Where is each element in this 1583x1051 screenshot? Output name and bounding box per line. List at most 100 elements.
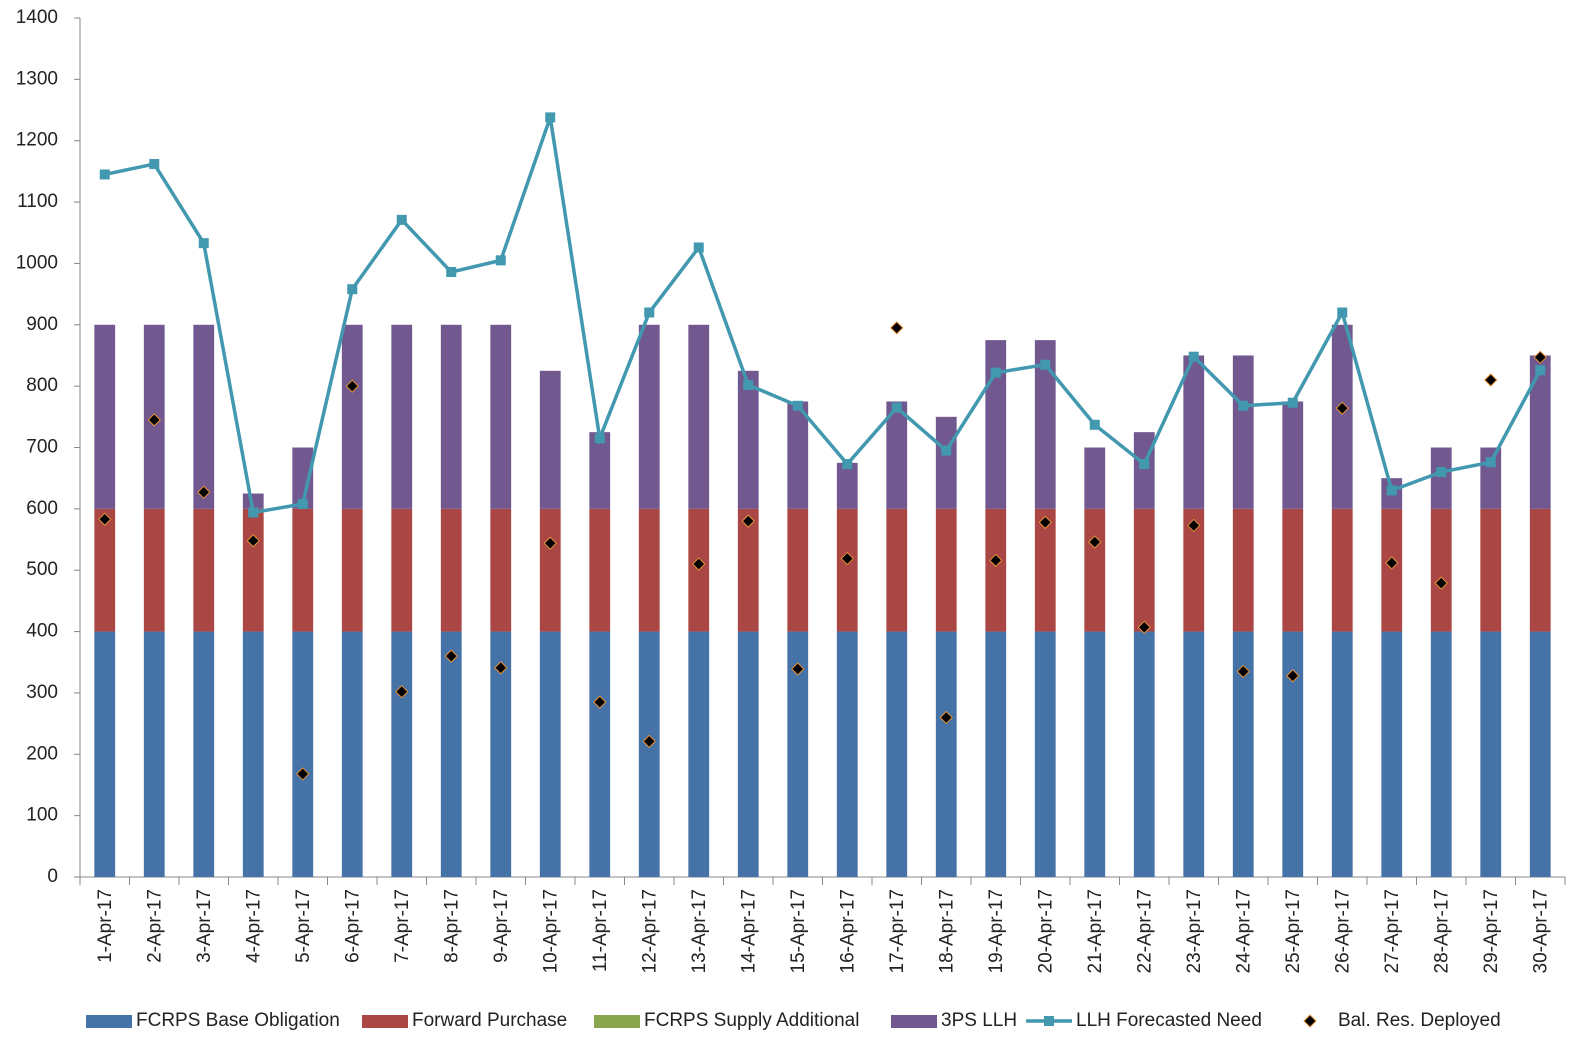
legend-swatch <box>362 1015 408 1028</box>
point <box>1484 373 1498 387</box>
bar-segment <box>589 508 611 632</box>
x-tick-label: 11-Apr-17 <box>590 889 611 972</box>
line <box>104 116 1542 515</box>
line-marker <box>1436 467 1447 478</box>
line-marker <box>792 400 803 411</box>
bar-segment <box>1529 508 1551 632</box>
point <box>741 514 755 528</box>
bar-segment <box>440 324 462 509</box>
point <box>791 662 805 676</box>
bar-segment <box>193 631 215 877</box>
bar-segment <box>638 324 660 509</box>
legend-label: Bal. Res. Deployed <box>1338 1010 1501 1031</box>
bar-segment <box>787 508 809 632</box>
x-tick-label: 4-Apr-17 <box>243 889 264 963</box>
bar-segment <box>688 631 710 877</box>
line-marker <box>1238 400 1249 411</box>
bar-segment <box>985 508 1007 632</box>
bar-segment <box>193 508 215 632</box>
point <box>98 512 112 526</box>
x-tick-label: 7-Apr-17 <box>392 889 413 963</box>
bar-segment <box>1232 355 1254 509</box>
bar-segment <box>242 493 264 509</box>
x-tick-label: 22-Apr-17 <box>1134 889 1155 974</box>
point <box>1038 515 1052 530</box>
bar-segment <box>787 401 809 509</box>
y-tick-label: 300 <box>26 682 58 703</box>
bar-segment <box>341 324 363 509</box>
y-tick-label: 100 <box>26 805 58 826</box>
x-tick-label: 12-Apr-17 <box>639 889 660 974</box>
point <box>543 536 557 550</box>
x-tick-label: 23-Apr-17 <box>1184 889 1205 974</box>
bar-segment <box>1529 631 1551 877</box>
bar-segment <box>886 401 908 509</box>
bar-segment <box>1430 508 1452 632</box>
point <box>1286 669 1300 683</box>
point <box>1187 518 1201 533</box>
legend-label: FCRPS Supply Additional <box>644 1010 859 1031</box>
y-tick-label: 800 <box>26 375 58 396</box>
bar-segment <box>886 508 908 632</box>
bar-segment <box>688 324 710 509</box>
bar-segment <box>1381 631 1403 877</box>
y-tick-label: 900 <box>26 314 58 335</box>
bar-segment <box>787 631 809 877</box>
line-marker <box>594 433 605 444</box>
line-marker <box>990 367 1001 378</box>
bar-segment <box>1282 508 1304 632</box>
y-tick-label: 1000 <box>16 252 58 273</box>
bar-segment <box>638 508 660 632</box>
point <box>147 413 161 427</box>
line-marker <box>396 214 407 225</box>
x-tick-label: 9-Apr-17 <box>491 889 512 963</box>
bar-segment <box>539 370 561 509</box>
bar-segment <box>1529 355 1551 509</box>
bar-segment <box>1183 508 1205 632</box>
x-tick-label: 29-Apr-17 <box>1481 889 1502 974</box>
line-marker <box>297 498 308 509</box>
y-tick-label: 1400 <box>16 7 58 28</box>
point <box>296 767 310 781</box>
bar-segment <box>1133 432 1155 509</box>
y-tick-label: 700 <box>26 437 58 458</box>
y-tick-label: 200 <box>26 743 58 764</box>
x-tick-label: 24-Apr-17 <box>1233 889 1254 974</box>
x-tick-label: 21-Apr-17 <box>1085 889 1106 974</box>
bar-segment <box>836 462 858 509</box>
line-marker <box>198 238 209 249</box>
point <box>692 557 706 571</box>
x-tick-label: 13-Apr-17 <box>689 889 710 974</box>
x-tick-label: 25-Apr-17 <box>1283 889 1304 974</box>
bar-segment <box>1133 508 1155 632</box>
line-marker <box>545 112 556 123</box>
bar-segment <box>1480 631 1502 877</box>
line-marker <box>248 507 259 518</box>
bar-segment <box>292 447 314 509</box>
bar-segment <box>292 631 314 877</box>
bar-segment <box>539 508 561 632</box>
line-marker <box>941 445 952 456</box>
x-tick-label: 5-Apr-17 <box>293 889 314 963</box>
legend-label: LLH Forecasted Need <box>1076 1010 1262 1031</box>
bar-segment <box>341 508 363 632</box>
line-marker <box>1089 419 1100 430</box>
bar-segment <box>1430 447 1452 509</box>
bar-segment <box>539 631 561 877</box>
bar-segment <box>391 508 413 632</box>
point <box>1236 664 1250 679</box>
x-tick-label: 15-Apr-17 <box>788 889 809 974</box>
legend-swatch <box>594 1015 640 1028</box>
bar-segment <box>1331 631 1353 877</box>
x-tick-label: 1-Apr-17 <box>95 889 116 963</box>
bar-segment <box>1183 631 1205 877</box>
bar-segment <box>1331 508 1353 632</box>
point <box>939 710 953 725</box>
line-marker <box>446 267 457 278</box>
point <box>1335 401 1349 415</box>
bar-segment <box>490 631 512 877</box>
point <box>642 734 656 749</box>
bar-segment <box>1331 324 1353 509</box>
legend-label: Forward Purchase <box>412 1010 567 1031</box>
line-marker <box>644 307 655 318</box>
